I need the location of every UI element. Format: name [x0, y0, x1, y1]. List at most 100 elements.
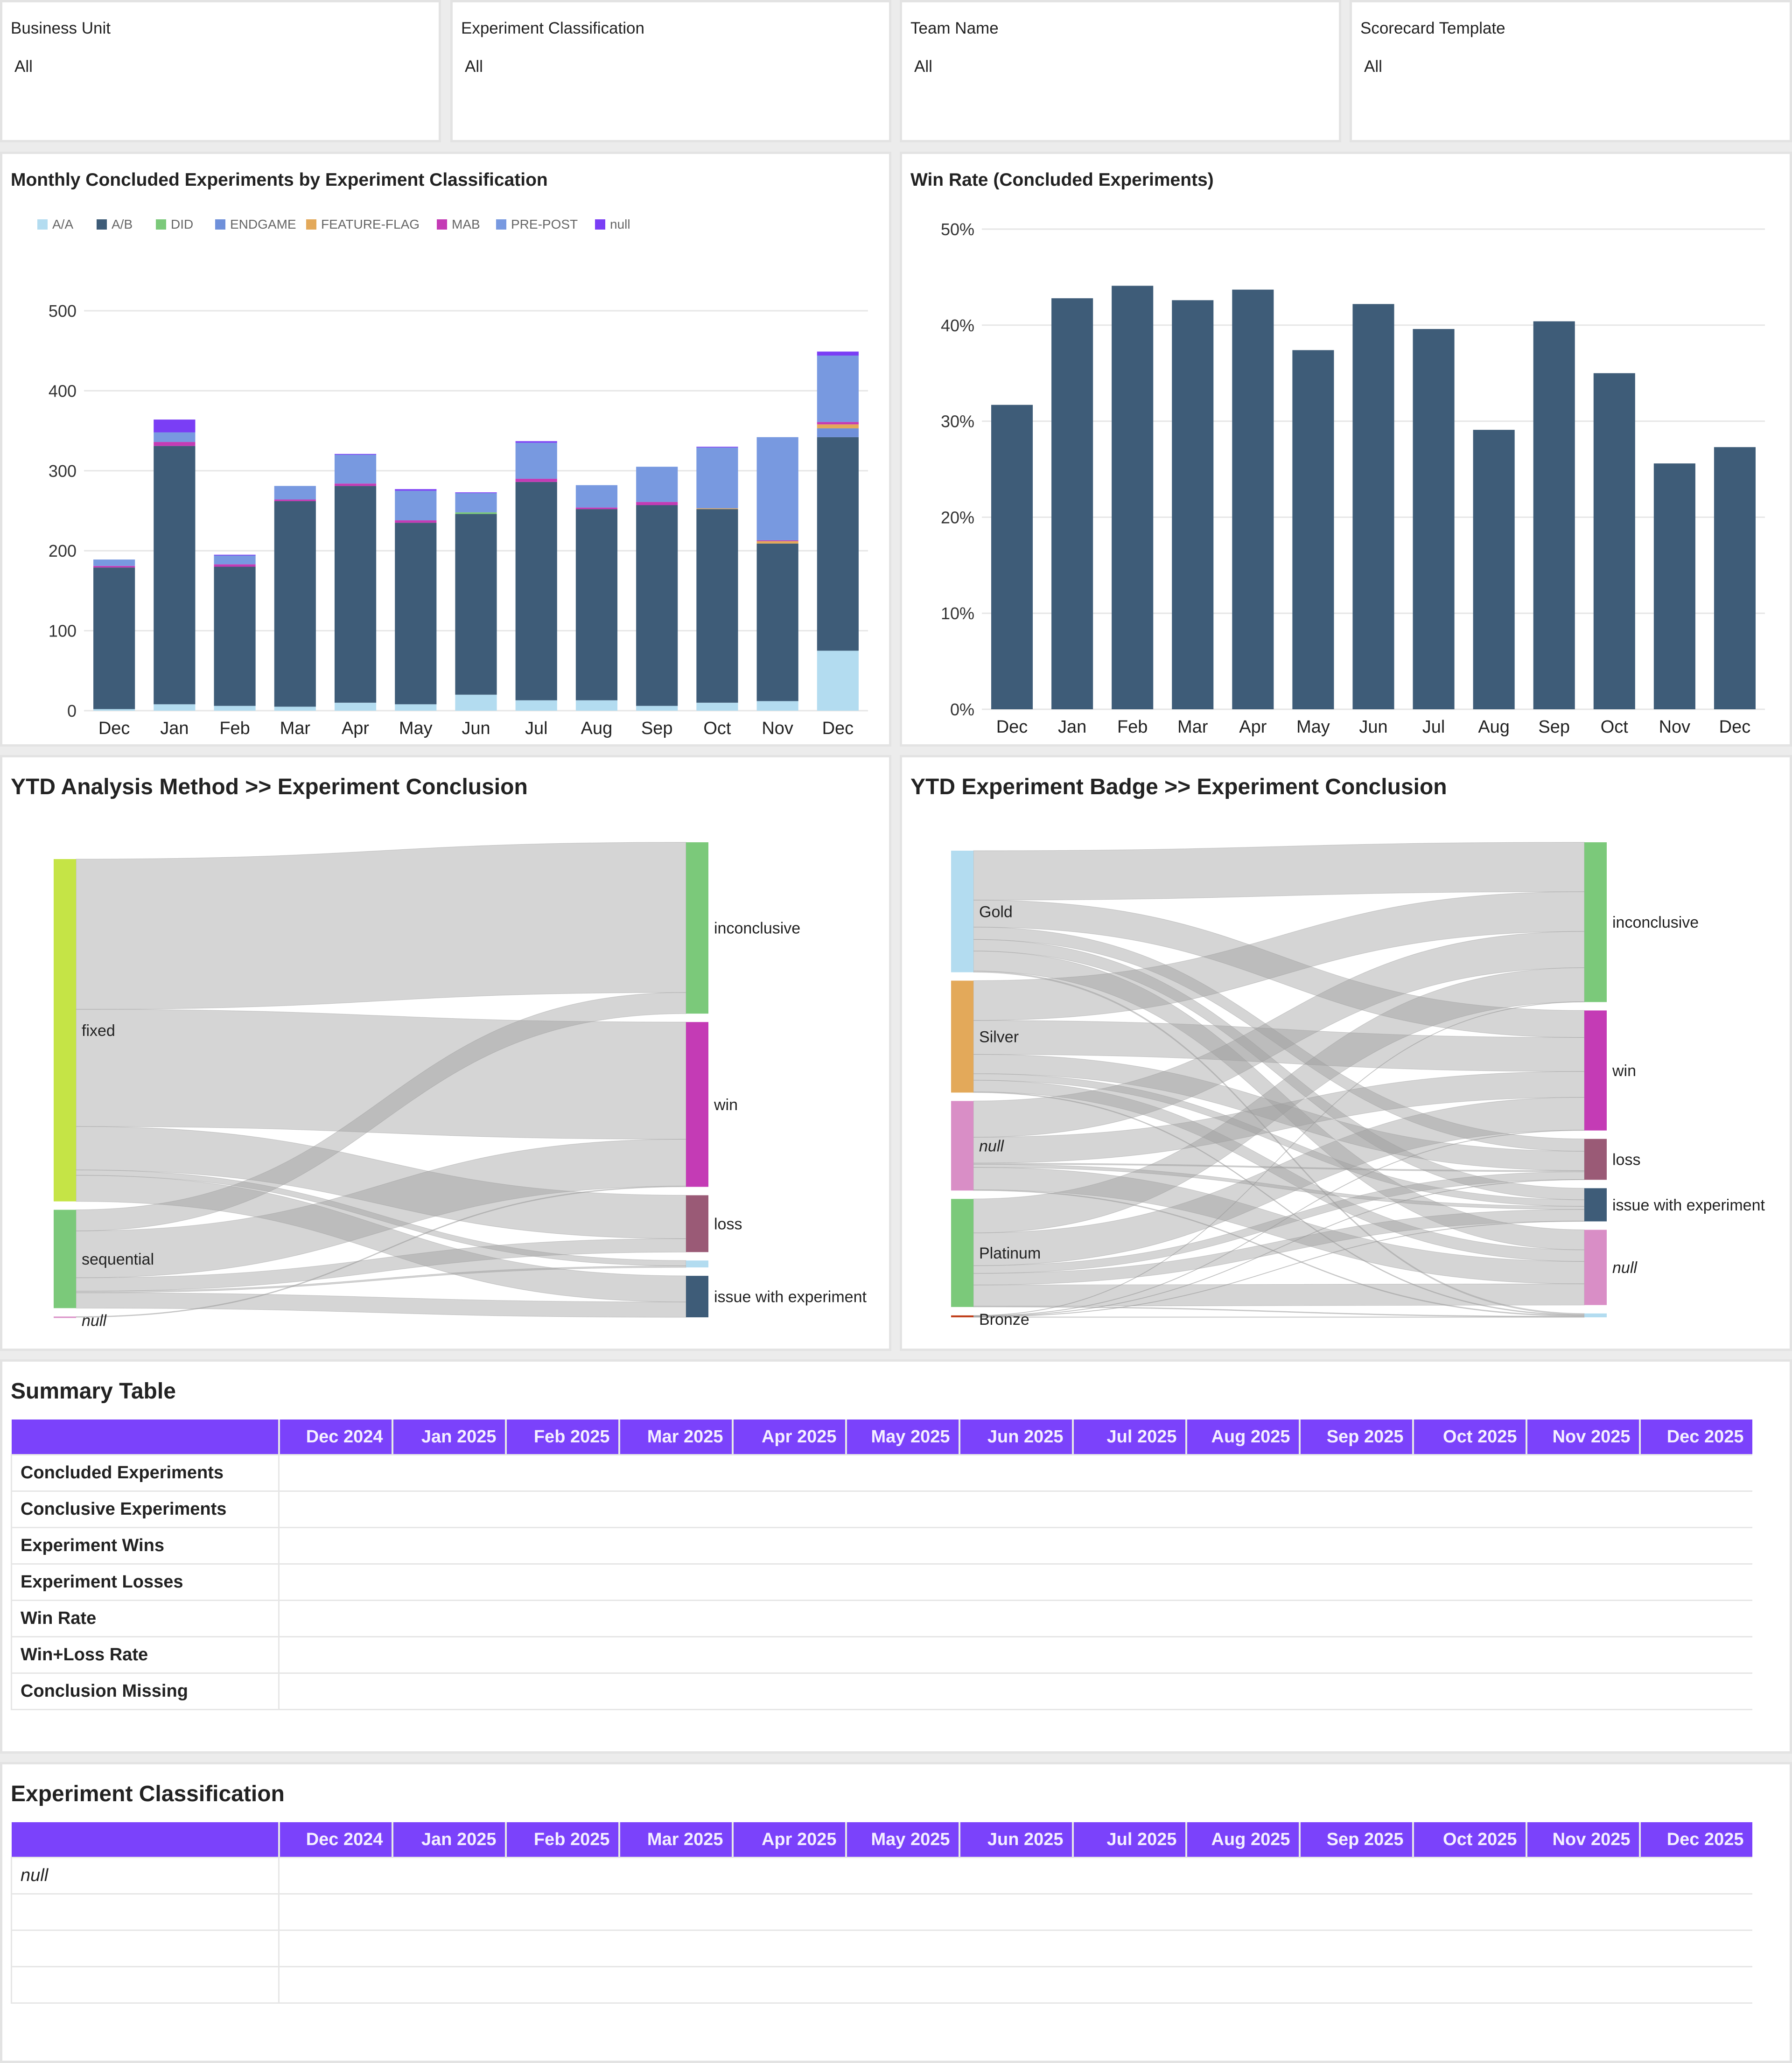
column-header[interactable]: Jul 2025 — [1071, 1822, 1186, 1858]
sankey-target-label: win — [1612, 1062, 1636, 1080]
bar-segment — [455, 514, 497, 695]
row-label — [11, 1966, 280, 2004]
column-header[interactable]: Dec 2025 — [1638, 1420, 1752, 1455]
sankey-target-node — [1584, 842, 1607, 1002]
bar-segment — [756, 541, 798, 544]
column-header[interactable]: Mar 2025 — [618, 1420, 733, 1455]
filter-team-name[interactable]: Team Name All — [900, 0, 1341, 142]
bar-segment — [154, 704, 196, 711]
table-row: Experiment Losses — [11, 1563, 1752, 1601]
legend-swatch — [156, 219, 166, 230]
column-header[interactable]: Mar 2025 — [618, 1822, 733, 1858]
filter-value[interactable]: All — [465, 57, 483, 76]
column-header[interactable]: Jun 2025 — [958, 1420, 1073, 1455]
y-tick-label: 100 — [49, 622, 77, 641]
column-header[interactable]: Aug 2025 — [1185, 1822, 1300, 1858]
bar-segment — [214, 706, 256, 711]
y-tick-label: 0 — [67, 701, 77, 720]
sankey-target-node — [686, 1195, 708, 1252]
column-header[interactable]: Dec 2024 — [278, 1822, 392, 1858]
sankey-target-label: loss — [1612, 1151, 1640, 1168]
column-header[interactable]: Oct 2025 — [1412, 1420, 1526, 1455]
column-header[interactable]: Nov 2025 — [1525, 1420, 1640, 1455]
column-header[interactable]: Dec 2024 — [278, 1420, 392, 1455]
bar-segment — [817, 351, 859, 356]
x-tick-label: Dec — [996, 717, 1028, 737]
table-row: Conclusive Experiments — [11, 1490, 1752, 1528]
column-header[interactable]: Sep 2025 — [1298, 1822, 1413, 1858]
bar-segment — [395, 523, 437, 705]
filter-experiment-classification[interactable]: Experiment Classification All — [450, 0, 891, 142]
column-header[interactable]: Aug 2025 — [1185, 1420, 1300, 1455]
summary-table-panel: Summary Table Dec 2024 Jan 2025 Feb 2025 Ma… — [0, 1359, 1792, 1754]
filter-label: Scorecard Template — [1360, 19, 1505, 37]
table-row — [11, 1893, 1752, 1931]
table-row — [11, 1966, 1752, 2004]
legend-label: A/A — [52, 217, 73, 231]
bar-segment — [154, 420, 196, 433]
x-tick-label: Dec — [98, 719, 130, 738]
bar-segment — [817, 422, 859, 425]
row-values — [278, 1636, 1752, 1674]
row-label: Experiment Wins — [11, 1527, 280, 1565]
column-header[interactable]: Apr 2025 — [731, 1420, 846, 1455]
sankey-source-node — [951, 1199, 973, 1307]
row-values — [278, 1600, 1752, 1637]
sankey-source-label: fixed — [82, 1022, 115, 1040]
sankey-source-label: Platinum — [979, 1245, 1041, 1262]
row-label: Concluded Experiments — [11, 1454, 280, 1492]
column-header[interactable]: Nov 2025 — [1525, 1822, 1640, 1858]
classification-table-panel: Experiment Classification Dec 2024 Jan 20… — [0, 1762, 1792, 2063]
column-header[interactable]: Feb 2025 — [504, 1822, 619, 1858]
experiment-badge-sankey-panel: Gold Silver null Platinum Bronze inconclusive… — [900, 755, 1792, 1351]
chart-title: Monthly Concluded Experiments by Experim… — [11, 170, 548, 190]
column-header[interactable]: May 2025 — [845, 1822, 959, 1858]
column-header[interactable]: Dec 2025 — [1638, 1822, 1752, 1858]
column-header[interactable]: Jan 2025 — [391, 1420, 506, 1455]
row-label: Experiment Losses — [11, 1563, 280, 1601]
bar-segment — [515, 478, 557, 482]
column-header[interactable]: Jul 2025 — [1071, 1420, 1186, 1455]
column-header[interactable]: Apr 2025 — [731, 1822, 846, 1858]
legend-label: DID — [171, 217, 193, 231]
table-header-row: Dec 2024 Jan 2025 Feb 2025 Mar 2025 Apr 2025… — [11, 1822, 1752, 1858]
bar-segment — [334, 483, 377, 486]
filter-value[interactable]: All — [1364, 57, 1382, 76]
x-tick-label: Jul — [525, 719, 548, 738]
y-tick-label: 50% — [941, 220, 974, 239]
x-tick-label: Dec — [1719, 717, 1751, 737]
column-header[interactable]: Jan 2025 — [391, 1822, 506, 1858]
column-header[interactable]: Oct 2025 — [1412, 1822, 1526, 1858]
filter-business-unit[interactable]: Business Unit All — [0, 0, 441, 142]
row-label: Conclusion Missing — [11, 1672, 280, 1710]
bar-segment — [636, 706, 678, 711]
filter-scorecard-template[interactable]: Scorecard Template All — [1350, 0, 1792, 142]
legend-swatch — [496, 219, 506, 230]
bar-segment — [696, 447, 738, 448]
sankey-target-label: issue with experiment — [714, 1288, 867, 1306]
x-tick-label: Apr — [342, 719, 369, 738]
legend-label: ENDGAME — [230, 217, 296, 231]
bar-segment — [756, 701, 798, 711]
filter-value[interactable]: All — [914, 57, 932, 76]
sankey-target-label: inconclusive — [714, 920, 800, 937]
win-rate-chart-panel: 0% 10% 20% 30% 40% 50% Dec Jan Feb Mar Apr May Jun Ju… — [900, 152, 1792, 747]
column-header[interactable]: Jun 2025 — [958, 1822, 1073, 1858]
table-title: Summary Table — [11, 1379, 176, 1404]
sankey-source-node — [951, 851, 973, 972]
table-row: null — [11, 1857, 1752, 1895]
row-label — [11, 1930, 280, 1967]
column-header[interactable]: May 2025 — [845, 1420, 959, 1455]
column-header[interactable]: Sep 2025 — [1298, 1420, 1413, 1455]
sankey-target-node — [686, 1276, 708, 1317]
bar-segment — [756, 540, 798, 541]
row-values — [278, 1454, 1752, 1492]
bar — [1112, 286, 1154, 709]
table-row: Conclusion Missing — [11, 1672, 1752, 1710]
sankey-link — [973, 1221, 1585, 1317]
bar — [1473, 430, 1515, 709]
column-header[interactable]: Feb 2025 — [504, 1420, 619, 1455]
sankey-title: YTD Analysis Method >> Experiment Conclu… — [11, 775, 528, 799]
filter-value[interactable]: All — [14, 57, 33, 76]
row-values — [278, 1966, 1752, 2004]
